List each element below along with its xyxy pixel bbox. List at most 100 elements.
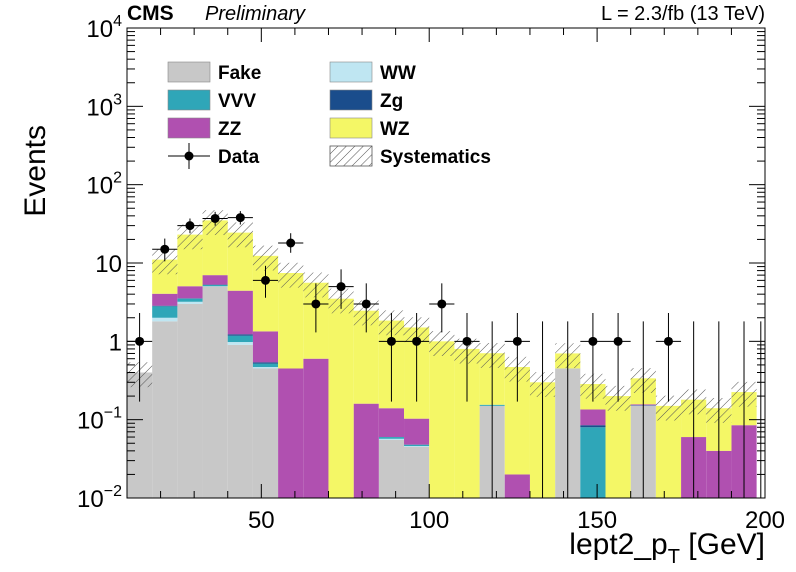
stack-bar-zg — [227, 334, 253, 336]
stack-bar-wz — [655, 405, 682, 498]
stack-bar-fake — [177, 303, 203, 498]
stacked-histogram — [127, 220, 757, 498]
stack-bar-vvv — [378, 437, 405, 439]
stack-bar-zz — [252, 331, 279, 363]
y-tick-label: 10−2 — [77, 483, 122, 513]
stack-bar-zz — [504, 474, 530, 498]
legend-marker-data — [184, 151, 194, 161]
y-tick-label: 10 — [95, 251, 122, 278]
stack-bar-ww — [227, 342, 253, 345]
legend-label-systematics: Systematics — [380, 147, 491, 168]
stack-bar-wz — [429, 341, 455, 498]
legend-swatch-zg — [329, 89, 373, 111]
stack-bar-zz — [404, 418, 430, 445]
y-tick-label-base: 10 — [86, 173, 113, 200]
legend-swatch-wz — [329, 117, 373, 139]
legend-swatch-zz — [167, 117, 211, 139]
systematics-hatch — [278, 262, 304, 288]
x-tick-label: 50 — [248, 507, 275, 534]
x-tick-label: 200 — [745, 507, 785, 534]
y-tick-label: 104 — [86, 13, 122, 43]
stack-bar-vvv — [227, 335, 253, 343]
data-point — [437, 299, 447, 309]
y-tick-label: 1 — [109, 329, 122, 356]
stack-bar-zz — [278, 368, 304, 498]
legend-label-zz: ZZ — [218, 119, 242, 140]
x-axis-label: lept2_pT [GeV] — [569, 528, 765, 568]
data-point — [311, 299, 321, 309]
x-axis-label-sub: T — [668, 546, 680, 568]
y-tick-label-exponent: −2 — [104, 483, 122, 500]
y-tick-label: 103 — [86, 91, 122, 121]
systematics-hatch — [429, 331, 455, 356]
stack-bar-zz — [353, 403, 379, 498]
data-points — [127, 211, 762, 498]
stack-bar-wz — [328, 298, 354, 498]
y-tick-label-exponent: 2 — [113, 170, 122, 187]
stack-bar-ww — [252, 367, 279, 369]
stack-bar-fake — [202, 286, 228, 498]
data-point — [235, 213, 245, 223]
stack-bar-zg — [152, 305, 178, 307]
x-axis-label-unit: [GeV] — [680, 528, 765, 561]
stack-bar-zg — [252, 362, 279, 364]
y-tick-label: 10−1 — [77, 405, 122, 435]
stack-bar-fake — [252, 368, 279, 498]
stack-bar-ww — [404, 446, 430, 447]
stack-bar-vvv — [580, 427, 606, 498]
y-tick-label-base: 10 — [77, 486, 104, 513]
legend-label-fake: Fake — [218, 63, 261, 84]
y-tick-label-base: 10 — [95, 251, 122, 278]
stack-bar-vvv — [252, 363, 279, 368]
y-tick-label-exponent: −1 — [104, 405, 122, 422]
y-tick-label: 102 — [86, 170, 122, 200]
legend: Fake WW VVV Zg ZZ WZ Data Systematics — [167, 61, 491, 169]
stack-bar-zz — [177, 286, 203, 299]
data-point — [412, 336, 422, 346]
y-tick-label-base: 10 — [77, 408, 104, 435]
stack-bar-ww — [152, 317, 178, 322]
data-point — [386, 336, 396, 346]
x-axis-label-main: lept2_p — [569, 528, 667, 561]
legend-label-vvv: VVV — [218, 91, 256, 112]
y-tick-label-exponent: 3 — [113, 91, 122, 108]
legend-label-ww: WW — [380, 63, 416, 84]
stack-bar-zz — [580, 409, 606, 426]
experiment-label: CMS — [127, 2, 174, 25]
stack-bar-fake — [404, 446, 430, 498]
stack-bar-fake — [378, 440, 405, 498]
data-point — [336, 282, 346, 292]
y-tick-label-base: 1 — [109, 329, 122, 356]
data-point — [261, 275, 271, 285]
data-point — [286, 238, 296, 248]
x-tick-label: 100 — [409, 507, 449, 534]
stack-bar-zz — [227, 290, 253, 335]
stack-bar-vvv — [202, 284, 228, 287]
stack-bar-fake — [152, 321, 178, 498]
legend-swatch-systematics — [329, 145, 373, 167]
legend-swatch-fake — [167, 61, 211, 83]
data-point — [663, 336, 673, 346]
y-tick-label-base: 10 — [86, 94, 113, 121]
stack-bar-zz — [303, 358, 329, 498]
data-point — [361, 299, 371, 309]
legend-label-data: Data — [218, 147, 260, 168]
data-point — [160, 244, 170, 254]
data-point — [613, 336, 623, 346]
data-point — [210, 213, 220, 223]
y-tick-label-exponent: 4 — [113, 13, 122, 30]
stack-bar-wz — [278, 273, 304, 369]
stack-bar-zz — [202, 275, 228, 285]
data-point — [185, 221, 195, 231]
stack-bar-wz — [605, 396, 631, 498]
legend-label-zg: Zg — [380, 91, 403, 112]
stack-bar-zz — [152, 293, 178, 306]
y-tick-label-base: 10 — [86, 16, 113, 43]
y-axis-label: Events — [19, 125, 52, 217]
lumi-label: L = 2.3/fb (13 TeV) — [601, 3, 765, 25]
status-label: Preliminary — [205, 3, 306, 25]
stack-bar-zz — [378, 408, 405, 438]
data-point — [512, 336, 522, 346]
